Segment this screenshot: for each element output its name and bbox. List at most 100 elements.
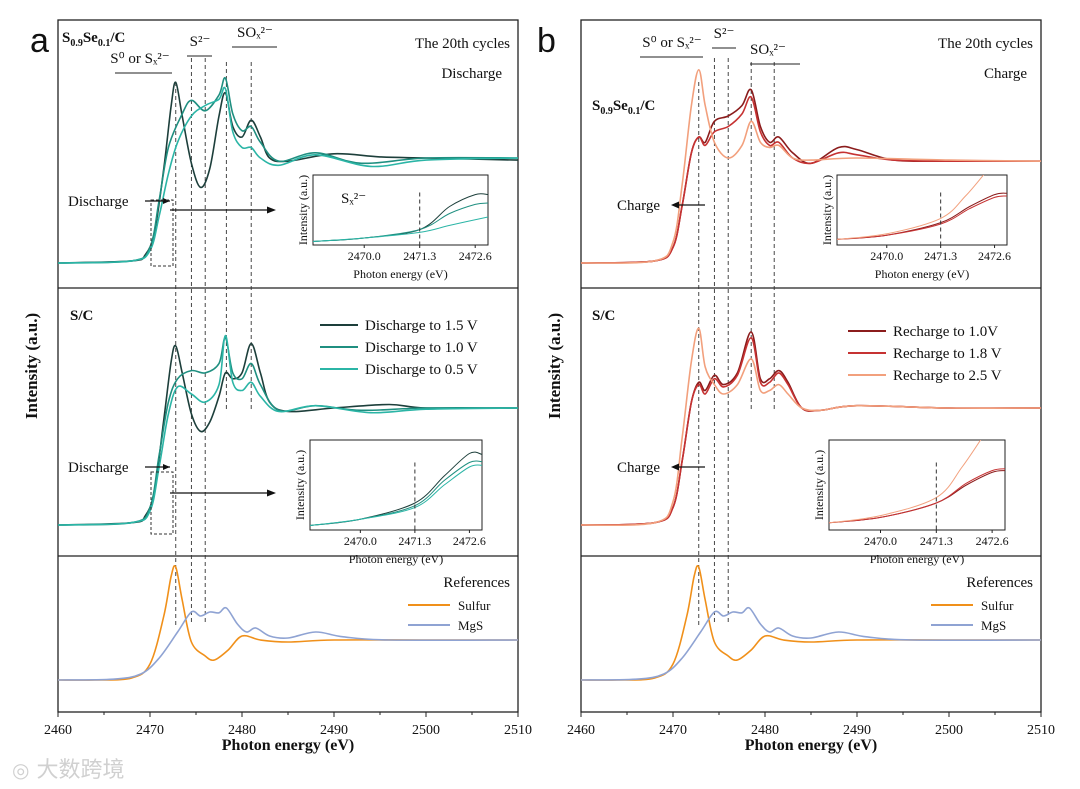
subplot-middle: S/C Recharge to 1.0V Recharge to 1.8 V Rech… [580, 308, 1042, 566]
subplot-title: S/C [70, 308, 93, 324]
inset-x-label: Photon energy (eV) [875, 267, 969, 281]
arrowhead-icon [267, 206, 276, 214]
title-part: Se [613, 98, 628, 114]
mode-note: Discharge [441, 66, 502, 82]
inset-x-tick-label: 2471.3 [403, 249, 436, 263]
arrowhead-icon [163, 464, 170, 470]
zoom-region-box [150, 471, 174, 535]
panel-b: b Intensity (a.u.) 2460 2470 2480 2490 2500 251… [537, 19, 1055, 754]
inset-series-line [829, 468, 1005, 524]
inset-x-label: Photon energy (eV) [349, 552, 443, 566]
x-tick-label: 2490 [320, 723, 348, 738]
title-part: 0.1 [628, 106, 641, 117]
subplot-title: S/C [592, 308, 615, 324]
subplot-bottom: References Sulfur MgS [57, 564, 519, 681]
series-line-mgs [580, 606, 1042, 681]
watermark-text: 大数跨境 [36, 758, 125, 783]
subplot-middle: S/C Discharge to 1.5 V Discharge to 1.0 V D… [57, 308, 519, 566]
x-tick-label: 2470 [659, 723, 687, 738]
series-line-recharge-to-2-5-v [580, 327, 1042, 526]
legend-label: Sulfur [981, 598, 1014, 613]
legend-label: Recharge to 2.5 V [893, 368, 1002, 384]
x-tick-label: 2490 [843, 723, 871, 738]
legend-label: Discharge to 0.5 V [365, 362, 478, 378]
peak-label-so: SOₓ²⁻ [750, 42, 786, 58]
series-line-sulfur [57, 564, 518, 681]
x-axis-label: Photon energy (eV) [222, 737, 354, 754]
series-line-recharge-to-1-8-v [580, 95, 1042, 264]
arrowhead-icon [163, 198, 170, 204]
x-tick-label: 2500 [412, 723, 440, 738]
cycle-note: The 20th cycles [938, 36, 1033, 52]
legend-label: Discharge to 1.5 V [365, 318, 478, 334]
legend-label: MgS [458, 618, 483, 633]
inset-x-label: Photon energy (eV) [870, 552, 964, 566]
title-part: /C [109, 30, 125, 46]
x-tick-label: 2500 [935, 723, 963, 738]
inset-x-tick-label: 2472.6 [453, 534, 486, 548]
subplot-top: S0.9Se0.1/C The 20th cycles Discharge Disch… [57, 30, 519, 281]
subplot-top: S0.9Se0.1/C The 20th cycles Charge Charge 24… [580, 36, 1042, 281]
inset-series-line [837, 175, 985, 240]
plot-frame [580, 19, 1042, 713]
x-tick-label: 2460 [567, 723, 595, 738]
arrow-label: Charge [617, 198, 660, 214]
arrowhead-icon [671, 463, 679, 471]
legend-label: Discharge to 1.0 V [365, 340, 478, 356]
y-axis-label: Intensity (a.u.) [22, 313, 41, 419]
inset-plot: 2470.0 2471.3 2472.6 Photon energy (eV) Inte… [820, 174, 1011, 281]
panel-letter: b [537, 22, 556, 60]
x-tick-label: 2470 [136, 723, 164, 738]
inset-plot: 2470.0 2471.3 2472.6 Photon energy (eV) Inte… [296, 174, 492, 281]
title-part: Se [83, 30, 98, 46]
series-line-recharge-to-2-5-v [580, 68, 1042, 264]
title-part: S [592, 98, 600, 114]
inset-x-tick-label: 2470.0 [348, 249, 381, 263]
x-tick-label: 2460 [44, 723, 72, 738]
inset-y-label: Intensity (a.u.) [296, 175, 310, 245]
panel-letter: a [30, 22, 49, 60]
inset-frame [309, 439, 483, 531]
inset-x-tick-label: 2471.3 [924, 249, 957, 263]
inset-x-tick-label: 2472.6 [976, 534, 1009, 548]
inset-y-label: Intensity (a.u.) [812, 450, 826, 520]
arrow-label: Discharge [68, 194, 129, 210]
title-part: 0.1 [98, 38, 111, 49]
x-tick-label: 2510 [504, 723, 532, 738]
series-line-mgs [57, 606, 519, 681]
title-part: S [62, 30, 70, 46]
inset-x-tick-label: 2472.6 [459, 249, 492, 263]
x-tick-label: 2510 [1027, 723, 1055, 738]
watermark-logo-icon: ◎ [12, 758, 30, 782]
arrowhead-icon [671, 201, 679, 209]
peak-label-s0: S⁰ or Sₓ²⁻ [642, 35, 701, 51]
inset-y-label: Intensity (a.u.) [293, 450, 307, 520]
subplot-title: S0.9Se0.1/C [62, 30, 125, 49]
inset-x-tick-label: 2471.3 [920, 534, 953, 548]
inset-series-line [310, 464, 482, 526]
subplot-title: S0.9Se0.1/C [592, 98, 655, 117]
title-part: 0.9 [600, 106, 613, 117]
inset-x-tick-label: 2470.0 [864, 534, 897, 548]
arrow-label: Discharge [68, 460, 129, 476]
legend-label: MgS [981, 618, 1006, 633]
series-line-sulfur [580, 564, 1041, 681]
cycle-note: The 20th cycles [415, 36, 510, 52]
title-part: 0.9 [70, 38, 83, 49]
inset-series-line [313, 216, 488, 242]
references-title: References [443, 575, 510, 591]
peak-label-s0: S⁰ or Sₓ²⁻ [110, 51, 169, 67]
legend-label: Recharge to 1.0V [893, 324, 998, 340]
x-tick-label: 2480 [751, 723, 779, 738]
x-tick-label: 2480 [228, 723, 256, 738]
inset-x-tick-label: 2472.6 [978, 249, 1011, 263]
inset-y-label: Intensity (a.u.) [820, 175, 834, 245]
series-line-discharge-to-1-0-v [57, 76, 519, 264]
watermark: ◎ 大数跨境 [12, 752, 124, 784]
inset-x-tick-label: 2471.3 [398, 534, 431, 548]
subplot-bottom: References Sulfur MgS [580, 564, 1042, 681]
inset-plot: 2470.0 2471.3 2472.6 Photon energy (eV) Inte… [812, 439, 1009, 566]
inset-plot: 2470.0 2471.3 2472.6 Photon energy (eV) Inte… [293, 439, 486, 566]
peak-label-s2: S²⁻ [190, 34, 211, 50]
